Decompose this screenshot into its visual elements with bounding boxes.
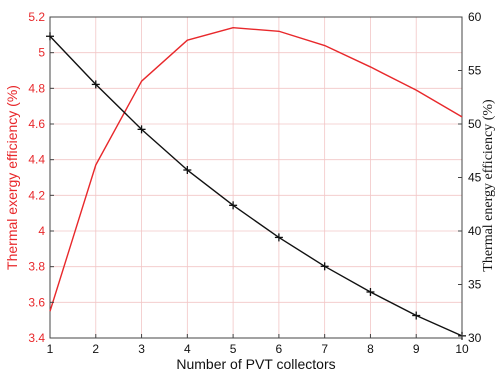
right-y-tick-label: 50 — [468, 117, 482, 131]
energy-efficiency-line — [49, 35, 463, 337]
left-y-tick-label: 4 — [38, 224, 45, 238]
energy-efficiency-point — [412, 311, 421, 320]
grid-layer — [49, 16, 463, 339]
left-y-tick-label: 3.4 — [28, 331, 45, 345]
right-y-tick-label: 55 — [468, 64, 482, 78]
energy-efficiency-point — [274, 233, 283, 242]
left-y-tick-label: 4.6 — [28, 117, 45, 131]
energy-efficiency-point — [183, 166, 192, 175]
tick-layer: 1 2 3 4 5 6 7 8 9 103.43.63.844.24.44.64.855.2303… — [28, 10, 481, 356]
right-y-tick-label: 60 — [468, 10, 482, 24]
left-y-tick-label: 4.4 — [28, 153, 45, 167]
x-tick-label: 7 — [321, 342, 328, 356]
left-y-tick-label: 5 — [38, 46, 45, 60]
x-tick-label: 5 — [230, 342, 237, 356]
right-y-tick-label: 40 — [468, 224, 482, 238]
exergy-efficiency-line — [49, 27, 463, 312]
energy-efficiency-point — [46, 32, 54, 41]
energy-efficiency-point — [229, 201, 238, 210]
left-y-axis-label: Thermal exergy efficiency (%) — [4, 85, 20, 270]
right-y-tick-label: 35 — [468, 278, 482, 292]
x-tick-label: 10 — [455, 342, 469, 356]
x-tick-label: 1 — [47, 342, 54, 356]
left-y-tick-label: 5.2 — [28, 10, 45, 24]
series-layer — [46, 27, 466, 340]
x-tick-label: 8 — [367, 342, 374, 356]
right-y-axis-label: Thermal energy efficiency (%) — [481, 99, 496, 272]
left-y-tick-label: 3.8 — [28, 260, 45, 274]
x-tick-label: 6 — [276, 342, 283, 356]
energy-efficiency-point — [137, 125, 146, 134]
left-y-tick-label: 4.8 — [28, 81, 45, 95]
x-tick-label: 9 — [413, 342, 420, 356]
left-y-tick-label: 3.6 — [28, 295, 45, 309]
energy-efficiency-point — [320, 262, 329, 271]
right-y-tick-label: 30 — [468, 331, 482, 345]
energy-efficiency-point — [91, 80, 100, 89]
energy-efficiency-point — [366, 287, 375, 296]
left-y-tick-label: 4.2 — [28, 188, 45, 202]
x-tick-label: 4 — [184, 342, 191, 356]
x-tick-label: 2 — [92, 342, 99, 356]
x-axis-label: Number of PVT collectors — [176, 356, 335, 372]
right-y-tick-label: 45 — [468, 171, 482, 185]
x-tick-label: 3 — [138, 342, 145, 356]
plot-frame — [49, 16, 463, 339]
